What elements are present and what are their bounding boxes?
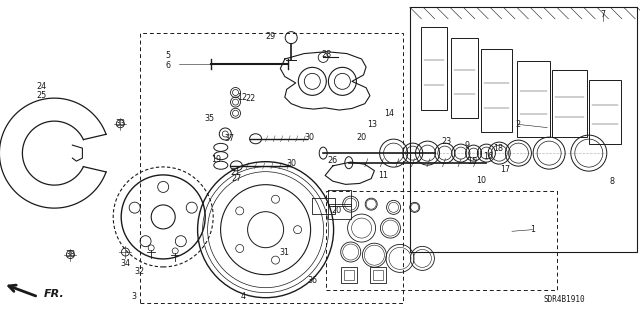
- Text: 20: 20: [332, 206, 342, 215]
- Text: 4: 4: [241, 292, 246, 301]
- Bar: [589, 80, 621, 144]
- Text: 13: 13: [367, 120, 378, 129]
- Text: 36: 36: [307, 276, 317, 285]
- Text: 18: 18: [493, 145, 503, 153]
- Text: 30: 30: [305, 133, 315, 142]
- Bar: [344, 270, 354, 280]
- Text: 10: 10: [476, 176, 486, 185]
- Bar: [410, 7, 637, 252]
- Text: 24: 24: [36, 82, 47, 91]
- Text: 17: 17: [500, 165, 511, 174]
- Text: 38: 38: [65, 250, 76, 259]
- Text: 6: 6: [165, 61, 170, 70]
- Bar: [326, 191, 557, 290]
- Text: 26: 26: [328, 156, 338, 165]
- Bar: [372, 270, 383, 280]
- Text: 21: 21: [230, 168, 241, 177]
- Text: 15: 15: [467, 157, 477, 166]
- Text: 14: 14: [384, 109, 394, 118]
- Text: 5: 5: [165, 51, 170, 60]
- Bar: [517, 61, 550, 137]
- Bar: [481, 49, 512, 132]
- Text: 34: 34: [120, 259, 131, 268]
- Text: FR.: FR.: [44, 289, 64, 299]
- Text: 9: 9: [465, 141, 470, 150]
- Text: 1: 1: [530, 225, 535, 234]
- Text: 12: 12: [237, 93, 247, 102]
- Text: 23: 23: [442, 137, 452, 146]
- Text: 37: 37: [224, 134, 234, 143]
- Text: 2: 2: [516, 120, 521, 129]
- Text: 8: 8: [609, 177, 614, 186]
- Bar: [451, 38, 478, 118]
- Bar: [552, 70, 587, 137]
- Bar: [370, 267, 385, 283]
- Text: 33: 33: [115, 119, 125, 128]
- Bar: [341, 267, 357, 283]
- Text: 22: 22: [246, 94, 256, 103]
- Text: 16: 16: [483, 152, 493, 161]
- Text: 19: 19: [211, 155, 221, 164]
- Text: 35: 35: [205, 114, 215, 122]
- Text: 31: 31: [279, 248, 289, 256]
- Bar: [140, 33, 403, 303]
- Text: 29: 29: [265, 32, 275, 41]
- Text: 28: 28: [321, 50, 332, 59]
- Text: 27: 27: [232, 174, 242, 182]
- Text: 3: 3: [132, 292, 137, 301]
- Text: 11: 11: [378, 171, 388, 180]
- Text: 20: 20: [356, 133, 366, 142]
- Text: 32: 32: [134, 267, 145, 276]
- Text: 7: 7: [600, 10, 605, 19]
- Bar: [421, 27, 447, 110]
- Text: SDR4B1910: SDR4B1910: [543, 295, 586, 304]
- Text: 25: 25: [36, 91, 47, 100]
- Text: 30: 30: [286, 159, 296, 168]
